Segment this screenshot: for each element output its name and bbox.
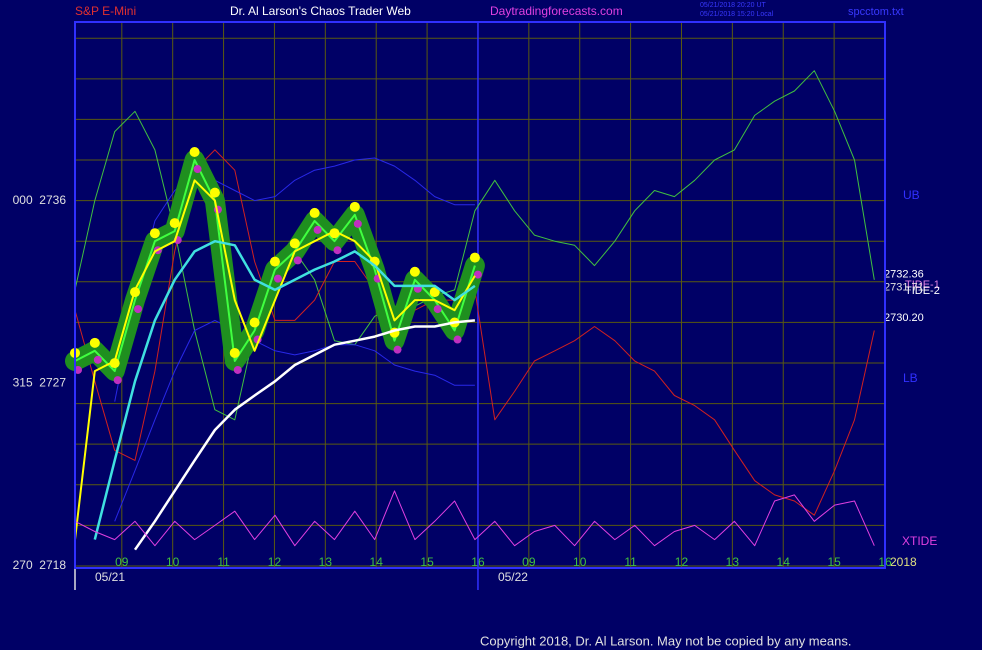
series-label: UB [903, 188, 920, 202]
price-marker [269, 256, 280, 267]
series-label: LB [903, 371, 918, 385]
price-marker [229, 347, 240, 358]
annotation: TIDE-2 [905, 285, 940, 297]
year: 2018 [890, 555, 917, 569]
x-tick-label: 11 [217, 555, 230, 569]
x-tick-label: 13 [726, 555, 740, 569]
price-marker [169, 218, 180, 229]
price-marker [289, 238, 300, 249]
x-tick-label: 15 [827, 555, 841, 569]
price-marker [333, 246, 342, 255]
price-marker [209, 187, 220, 198]
series-line [74, 179, 476, 540]
annotation: TIDE-1 [905, 279, 940, 291]
x-tick-label: 09 [522, 555, 536, 569]
y-tick-label: 315 2727 [13, 375, 67, 389]
price-marker [309, 207, 320, 218]
series-line [93, 239, 476, 540]
price-marker [113, 376, 122, 385]
price-marker [273, 274, 282, 283]
series-line [114, 319, 475, 522]
price-marker [393, 345, 402, 354]
price-marker [433, 305, 442, 314]
price-marker [149, 228, 160, 239]
x-tick-label: 14 [777, 555, 791, 569]
price-marker [134, 305, 143, 314]
price-marker [109, 358, 120, 369]
price-label: 2731.71 [884, 282, 924, 294]
series-line [74, 490, 875, 547]
chart-title: Dr. Al Larson's Chaos Trader Web [230, 4, 411, 18]
price-marker [473, 270, 482, 279]
x-tick-label: 13 [319, 555, 333, 569]
series-label: XTIDE [902, 534, 937, 548]
series-line [74, 70, 875, 421]
x-tick-label: 10 [573, 555, 587, 569]
price-marker [409, 266, 420, 277]
timestamp: 05/21/2018 15:20 Local [700, 11, 774, 18]
price-marker [249, 317, 260, 328]
x-tick-label: 12 [268, 555, 282, 569]
price-marker [193, 165, 202, 174]
price-marker [429, 287, 440, 298]
x-tick-label: 09 [115, 555, 129, 569]
x-tick-label: 15 [420, 555, 434, 569]
price-marker [293, 256, 302, 265]
x-tick-label: 11 [624, 555, 637, 569]
plot-frame [74, 21, 886, 569]
copyright: Copyright 2018, Dr. Al Larson. May not b… [480, 633, 851, 648]
series-line [133, 319, 476, 551]
price-marker [469, 252, 480, 263]
series-line [114, 157, 475, 402]
price-label: 2732.36 [884, 268, 924, 280]
date-label: 05/21 [95, 570, 125, 584]
timestamp: 05/21/2018 20:20 UT [700, 2, 766, 9]
file-name: spcctom.txt [848, 6, 904, 18]
price-marker [313, 225, 322, 234]
price-marker [189, 147, 200, 158]
x-tick-label: 10 [166, 555, 180, 569]
y-tick-label: 270 2718 [13, 558, 67, 572]
date-label: 05/22 [498, 570, 528, 584]
site: Daytradingforecasts.com [490, 4, 623, 18]
symbol: S&P E-Mini [75, 4, 136, 18]
price-marker [329, 228, 340, 239]
price-marker [353, 219, 362, 228]
price-marker [89, 337, 100, 348]
price-marker [93, 355, 102, 364]
x-tick-label: 14 [370, 555, 384, 569]
price-marker [453, 335, 462, 344]
y-tick-label: 000 2736 [13, 193, 67, 207]
price-marker [349, 201, 360, 212]
price-label: 2730.20 [884, 312, 924, 324]
price-marker [233, 365, 242, 374]
x-tick-label: 12 [675, 555, 689, 569]
series-line [74, 159, 476, 373]
